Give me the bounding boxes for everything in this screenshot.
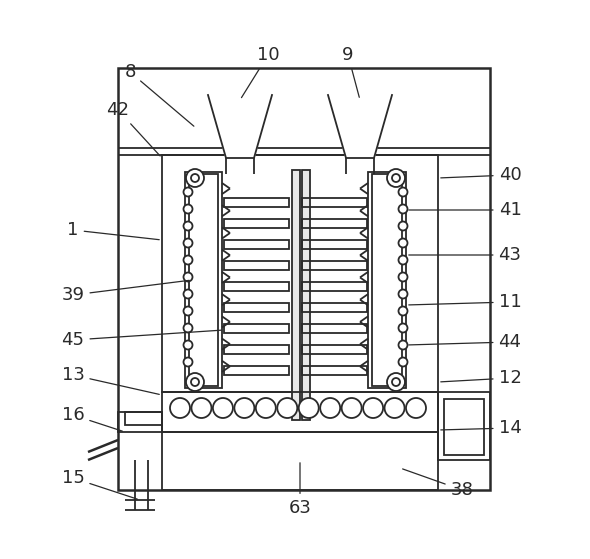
Circle shape: [183, 358, 192, 367]
Bar: [302, 198, 367, 207]
Bar: [224, 198, 289, 207]
Text: 63: 63: [289, 463, 312, 517]
Bar: [302, 282, 367, 291]
Text: 9: 9: [342, 46, 359, 97]
Circle shape: [170, 398, 190, 418]
Bar: [224, 261, 289, 270]
Polygon shape: [208, 95, 272, 158]
Circle shape: [186, 169, 204, 187]
Bar: [302, 240, 367, 249]
Bar: [162, 432, 438, 490]
Circle shape: [387, 169, 405, 187]
Circle shape: [398, 205, 408, 214]
Circle shape: [183, 272, 192, 282]
Bar: [302, 261, 367, 270]
Circle shape: [398, 187, 408, 197]
Bar: [302, 170, 310, 420]
Circle shape: [398, 239, 408, 248]
Circle shape: [191, 398, 211, 418]
Bar: [224, 303, 289, 312]
Circle shape: [183, 324, 192, 333]
Text: 1: 1: [67, 221, 159, 240]
Circle shape: [398, 221, 408, 230]
Bar: [444, 399, 484, 455]
Bar: [224, 366, 289, 375]
Bar: [125, 412, 162, 425]
Bar: [302, 303, 367, 312]
Bar: [292, 170, 300, 420]
Text: 11: 11: [409, 293, 522, 311]
Circle shape: [299, 398, 319, 418]
Circle shape: [183, 205, 192, 214]
Bar: [224, 345, 289, 354]
Text: 10: 10: [241, 46, 279, 98]
Circle shape: [398, 272, 408, 282]
Text: 12: 12: [441, 369, 522, 387]
Circle shape: [398, 340, 408, 349]
Circle shape: [191, 378, 199, 386]
Bar: [189, 174, 218, 386]
Polygon shape: [328, 95, 392, 158]
Text: 41: 41: [409, 201, 522, 219]
Circle shape: [342, 398, 362, 418]
Bar: [224, 240, 289, 249]
Circle shape: [398, 306, 408, 315]
Bar: [118, 412, 162, 432]
Circle shape: [183, 306, 192, 315]
Text: 15: 15: [61, 469, 137, 499]
Text: 43: 43: [409, 246, 522, 264]
Text: 39: 39: [61, 281, 189, 304]
Text: 44: 44: [409, 333, 522, 351]
Text: 45: 45: [61, 330, 221, 349]
Circle shape: [191, 174, 199, 182]
Circle shape: [183, 340, 192, 349]
Text: 16: 16: [61, 406, 122, 431]
Circle shape: [385, 398, 405, 418]
Bar: [162, 155, 438, 392]
Circle shape: [234, 398, 254, 418]
Circle shape: [392, 378, 400, 386]
Text: 40: 40: [441, 166, 522, 184]
Bar: [302, 345, 367, 354]
Bar: [224, 324, 289, 333]
Circle shape: [183, 290, 192, 299]
Bar: [118, 68, 490, 490]
Circle shape: [186, 373, 204, 391]
Circle shape: [320, 398, 340, 418]
Circle shape: [183, 255, 192, 264]
Bar: [302, 324, 367, 333]
Bar: [438, 392, 490, 460]
Bar: [224, 282, 289, 291]
Circle shape: [363, 398, 383, 418]
Text: 14: 14: [441, 419, 522, 437]
Circle shape: [406, 398, 426, 418]
Text: 8: 8: [124, 63, 194, 126]
Circle shape: [398, 324, 408, 333]
Circle shape: [183, 187, 192, 197]
Circle shape: [398, 255, 408, 264]
Circle shape: [387, 373, 405, 391]
Bar: [185, 172, 222, 388]
Bar: [302, 219, 367, 228]
Text: 13: 13: [61, 366, 159, 395]
Circle shape: [277, 398, 297, 418]
Text: 38: 38: [402, 469, 473, 499]
Circle shape: [398, 358, 408, 367]
Circle shape: [256, 398, 276, 418]
Circle shape: [183, 221, 192, 230]
Circle shape: [213, 398, 233, 418]
Bar: [302, 366, 367, 375]
Circle shape: [183, 239, 192, 248]
Circle shape: [392, 174, 400, 182]
Bar: [224, 219, 289, 228]
Bar: [368, 172, 406, 388]
Bar: [162, 392, 438, 432]
Text: 42: 42: [107, 101, 160, 156]
Bar: [372, 174, 402, 386]
Circle shape: [398, 290, 408, 299]
